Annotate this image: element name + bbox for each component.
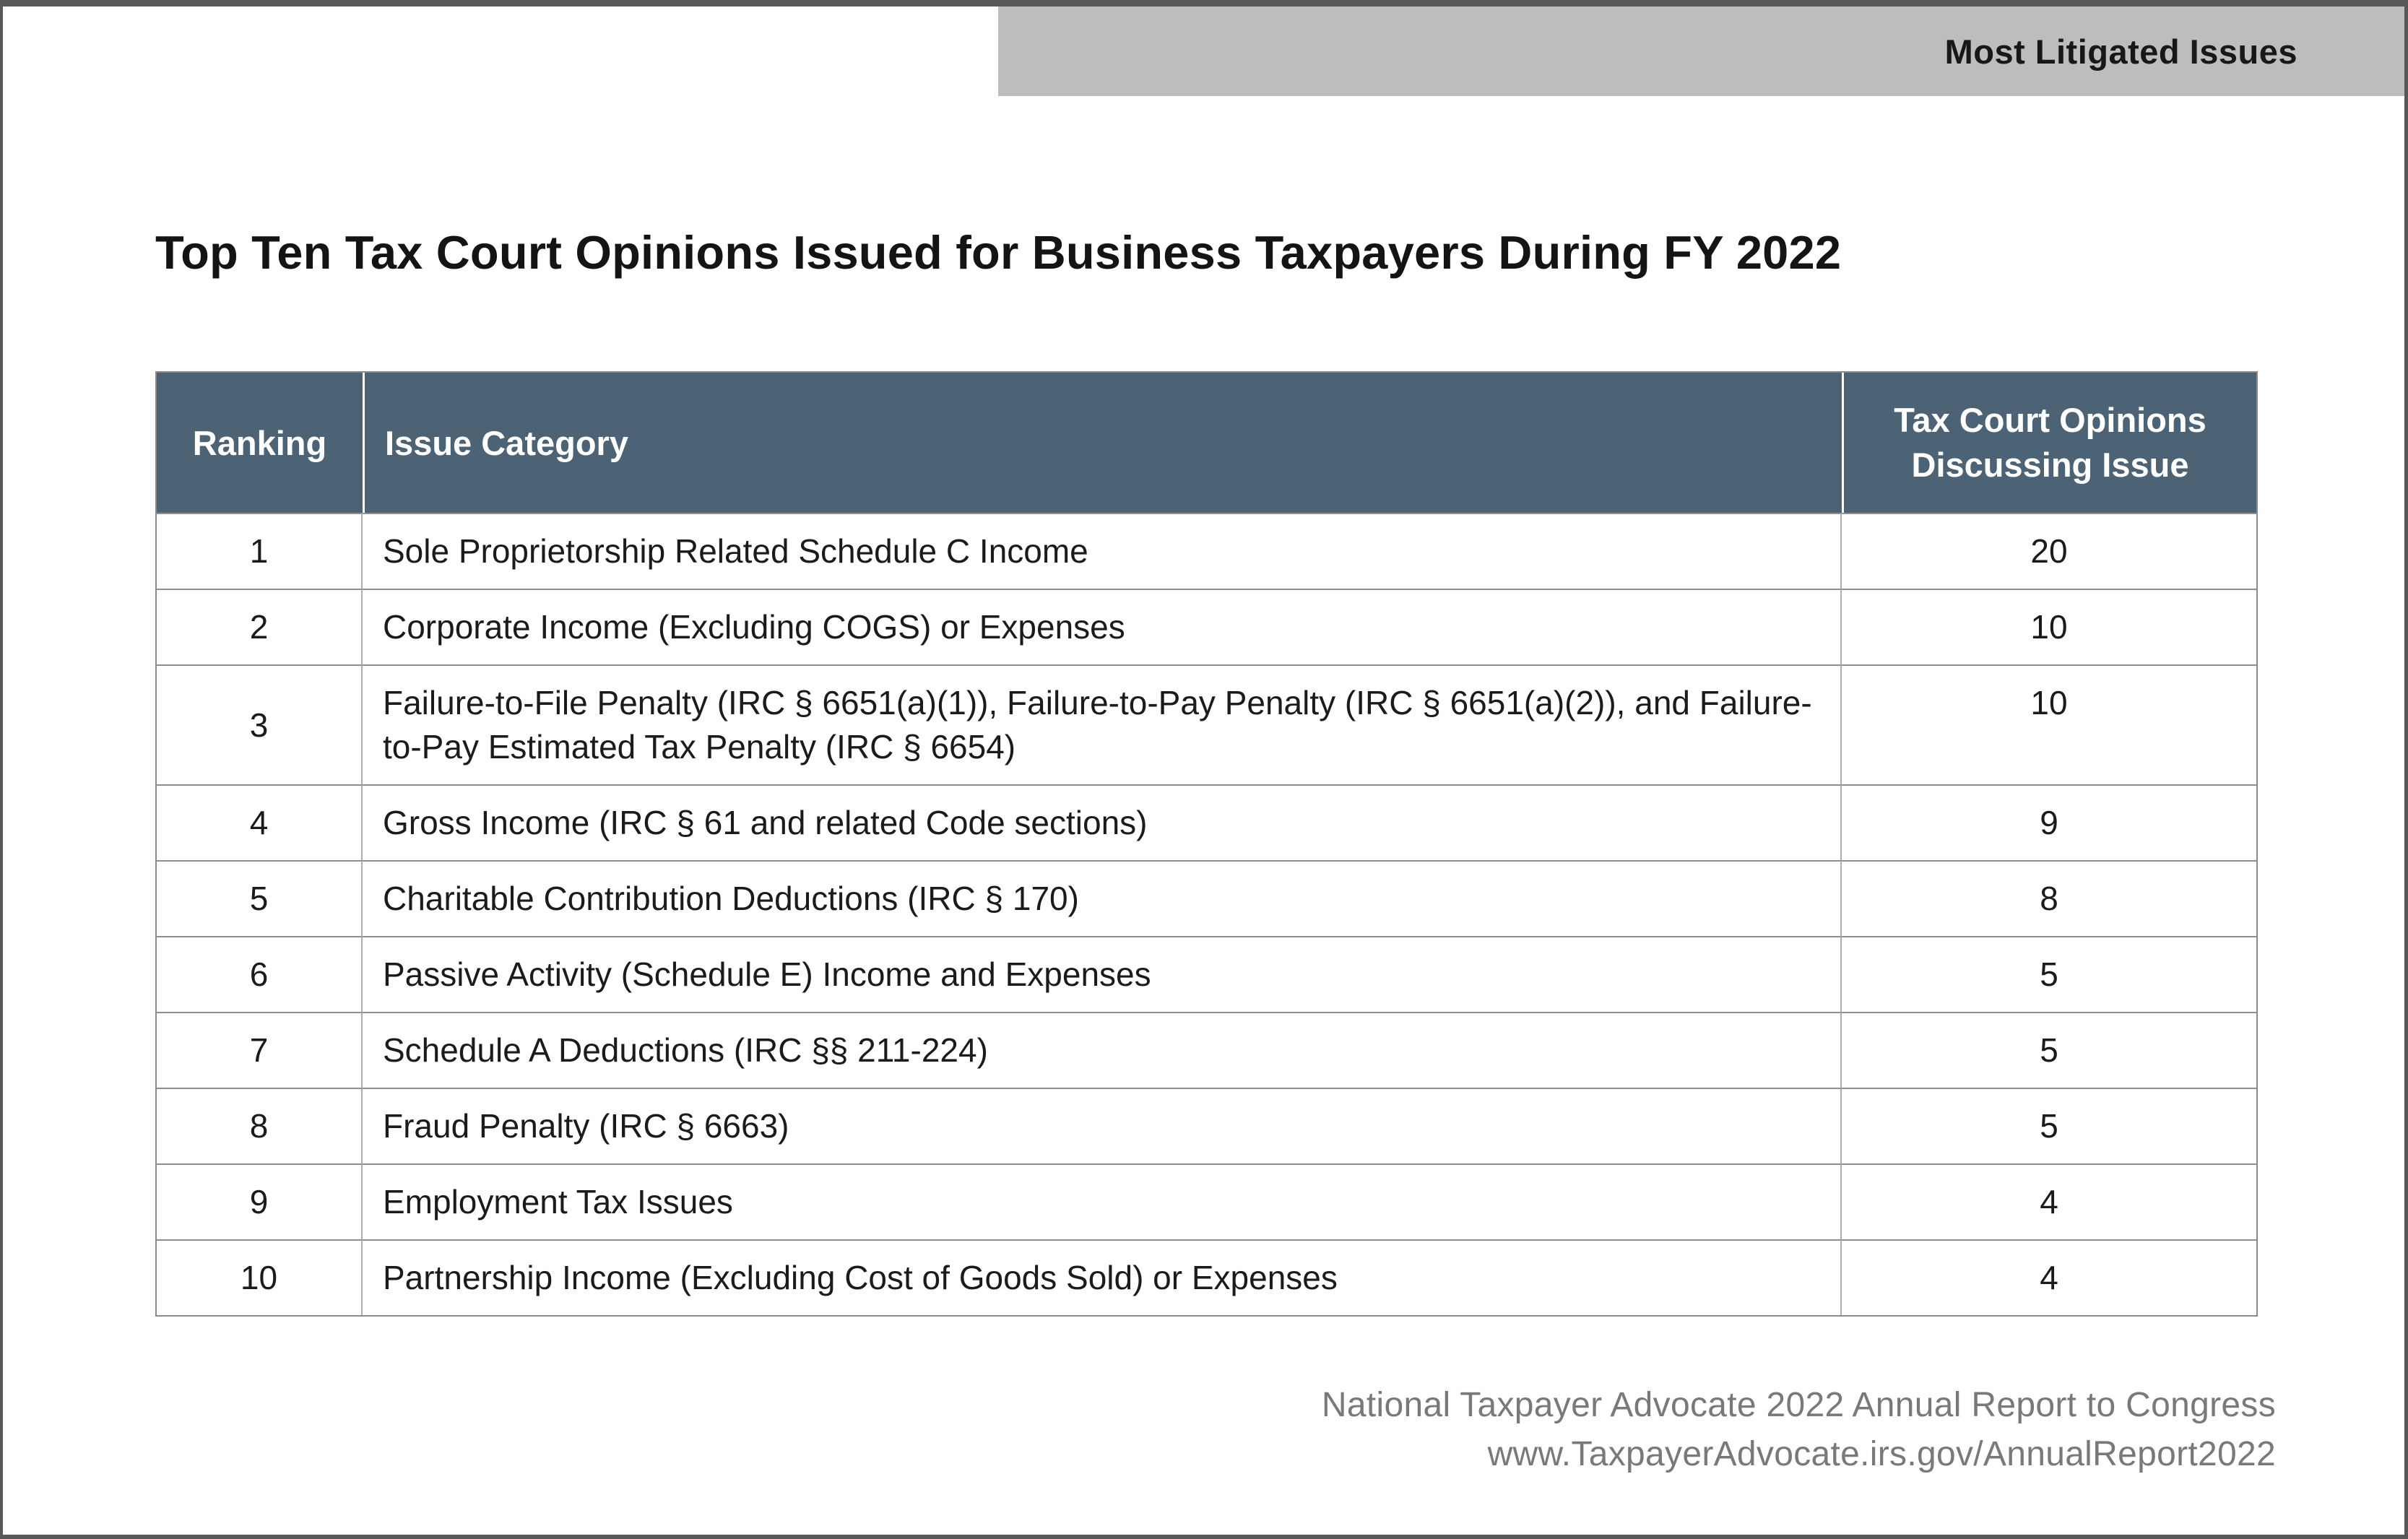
ranking-cell: 9 xyxy=(157,1163,363,1239)
table-row: 10 Partnership Income (Excluding Cost of… xyxy=(157,1239,2256,1315)
opinions-cell: 5 xyxy=(1842,1088,2256,1163)
category-cell: Gross Income (IRC § 61 and related Code … xyxy=(363,784,1842,860)
top-ten-opinions-table: Ranking Issue Category Tax Court Opinion… xyxy=(155,371,2258,1317)
category-cell: Partnership Income (Excluding Cost of Go… xyxy=(363,1239,1842,1315)
ranking-cell: 5 xyxy=(157,860,363,936)
category-cell: Failure-to-File Penalty (IRC § 6651(a)(1… xyxy=(363,664,1842,784)
category-cell: Charitable Contribution Deductions (IRC … xyxy=(363,860,1842,936)
report-footer: National Taxpayer Advocate 2022 Annual R… xyxy=(1322,1381,2276,1479)
table-row: 8 Fraud Penalty (IRC § 6663) 5 xyxy=(157,1088,2256,1163)
opinions-cell: 5 xyxy=(1842,1012,2256,1088)
section-banner: Most Litigated Issues xyxy=(998,6,2404,96)
table-row: 6 Passive Activity (Schedule E) Income a… xyxy=(157,936,2256,1012)
opinions-cell: 4 xyxy=(1842,1163,2256,1239)
table-row: 5 Charitable Contribution Deductions (IR… xyxy=(157,860,2256,936)
ranking-cell: 1 xyxy=(157,513,363,589)
category-cell: Fraud Penalty (IRC § 6663) xyxy=(363,1088,1842,1163)
opinions-cell: 10 xyxy=(1842,589,2256,664)
table-row: 3 Failure-to-File Penalty (IRC § 6651(a)… xyxy=(157,664,2256,784)
ranking-cell: 6 xyxy=(157,936,363,1012)
category-cell: Sole Proprietorship Related Schedule C I… xyxy=(363,513,1842,589)
opinions-cell: 10 xyxy=(1842,664,2256,784)
table-row: 2 Corporate Income (Excluding COGS) or E… xyxy=(157,589,2256,664)
footer-url-line: www.TaxpayerAdvocate.irs.gov/AnnualRepor… xyxy=(1487,1435,2276,1473)
opinions-cell: 4 xyxy=(1842,1239,2256,1315)
opinions-cell: 5 xyxy=(1842,936,2256,1012)
opinions-cell: 8 xyxy=(1842,860,2256,936)
table-row: 9 Employment Tax Issues 4 xyxy=(157,1163,2256,1239)
opinions-cell: 9 xyxy=(1842,784,2256,860)
ranking-cell: 4 xyxy=(157,784,363,860)
category-cell: Corporate Income (Excluding COGS) or Exp… xyxy=(363,589,1842,664)
col-header-opinions-count: Tax Court Opinions Discussing Issue xyxy=(1842,373,2256,513)
table-row: 4 Gross Income (IRC § 61 and related Cod… xyxy=(157,784,2256,860)
ranking-cell: 2 xyxy=(157,589,363,664)
table-header-row: Ranking Issue Category Tax Court Opinion… xyxy=(157,373,2256,513)
ranking-cell: 8 xyxy=(157,1088,363,1163)
page-title: Top Ten Tax Court Opinions Issued for Bu… xyxy=(155,226,1842,279)
category-cell: Passive Activity (Schedule E) Income and… xyxy=(363,936,1842,1012)
ranking-cell: 7 xyxy=(157,1012,363,1088)
opinions-cell: 20 xyxy=(1842,513,2256,589)
ranking-cell: 3 xyxy=(157,664,363,784)
table-row: 1 Sole Proprietorship Related Schedule C… xyxy=(157,513,2256,589)
col-header-ranking: Ranking xyxy=(157,373,363,513)
category-cell: Employment Tax Issues xyxy=(363,1163,1842,1239)
section-banner-label: Most Litigated Issues xyxy=(1944,32,2297,71)
table-row: 7 Schedule A Deductions (IRC §§ 211-224)… xyxy=(157,1012,2256,1088)
category-cell: Schedule A Deductions (IRC §§ 211-224) xyxy=(363,1012,1842,1088)
col-header-issue-category: Issue Category xyxy=(363,373,1842,513)
footer-source-line: National Taxpayer Advocate 2022 Annual R… xyxy=(1321,1386,2276,1424)
ranking-cell: 10 xyxy=(157,1239,363,1315)
